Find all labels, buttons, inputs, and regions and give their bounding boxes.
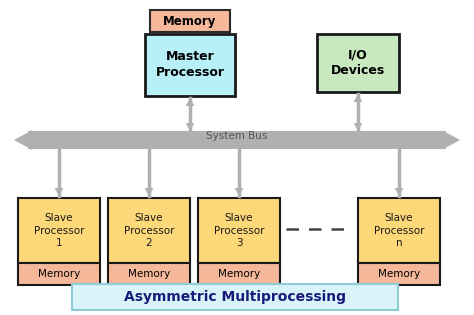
Polygon shape (186, 123, 194, 131)
Text: Slave
Processor
n: Slave Processor n (374, 213, 424, 248)
Text: Asymmetric Multiprocessing: Asymmetric Multiprocessing (124, 290, 346, 304)
Text: Memory: Memory (128, 269, 170, 279)
FancyBboxPatch shape (317, 34, 399, 92)
FancyBboxPatch shape (28, 131, 446, 149)
Polygon shape (55, 188, 64, 196)
Polygon shape (235, 188, 244, 196)
Polygon shape (186, 98, 194, 106)
Text: Memory: Memory (38, 269, 80, 279)
Polygon shape (394, 188, 403, 196)
Polygon shape (442, 130, 460, 150)
FancyBboxPatch shape (18, 198, 100, 263)
Text: Memory: Memory (378, 269, 420, 279)
Text: System Bus: System Bus (206, 131, 268, 141)
FancyBboxPatch shape (150, 10, 230, 32)
FancyBboxPatch shape (108, 263, 190, 285)
FancyBboxPatch shape (108, 198, 190, 263)
Text: Slave
Processor
1: Slave Processor 1 (34, 213, 84, 248)
Polygon shape (354, 94, 363, 102)
Text: Master
Processor: Master Processor (155, 50, 225, 79)
FancyBboxPatch shape (72, 284, 398, 310)
FancyBboxPatch shape (198, 263, 280, 285)
Polygon shape (14, 130, 32, 150)
Text: I/O
Devices: I/O Devices (331, 49, 385, 77)
Text: Memory: Memory (164, 14, 217, 27)
Text: Slave
Processor
2: Slave Processor 2 (124, 213, 174, 248)
Polygon shape (145, 188, 154, 196)
Text: Memory: Memory (218, 269, 260, 279)
Text: Slave
Processor
3: Slave Processor 3 (214, 213, 264, 248)
FancyBboxPatch shape (358, 263, 440, 285)
FancyBboxPatch shape (18, 263, 100, 285)
FancyBboxPatch shape (145, 34, 235, 96)
FancyBboxPatch shape (358, 198, 440, 263)
Polygon shape (354, 123, 363, 131)
FancyBboxPatch shape (198, 198, 280, 263)
